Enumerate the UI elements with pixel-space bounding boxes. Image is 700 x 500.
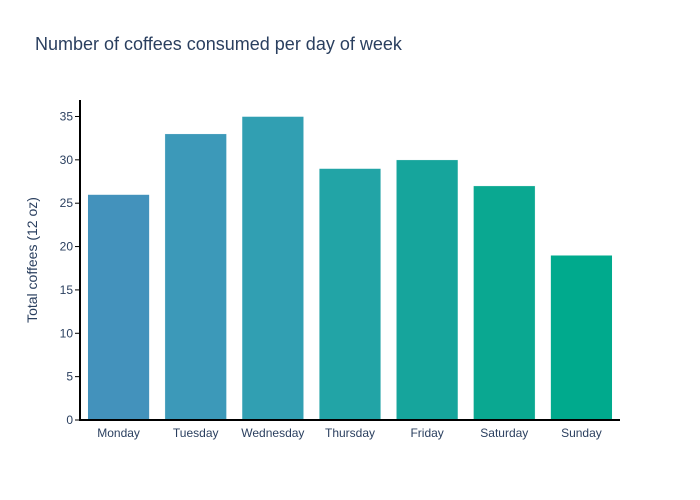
x-tick-label: Saturday [480, 426, 528, 440]
x-tick-label: Sunday [561, 426, 602, 440]
x-tick-label: Monday [97, 426, 140, 440]
bar-thursday [318, 168, 382, 421]
bar-saturday [473, 185, 536, 421]
bar-friday [396, 159, 459, 421]
x-tick-label: Friday [410, 426, 443, 440]
y-tick-label: 35 [60, 109, 74, 123]
bar-sunday [550, 254, 613, 421]
y-tick-label: 15 [60, 283, 74, 297]
y-tick-label: 5 [66, 370, 73, 384]
y-tick-label: 10 [60, 326, 74, 340]
y-ticks-group: 0 5 10 15 20 25 30 35 [60, 109, 80, 427]
y-tick-label: 0 [66, 413, 73, 427]
bars-group [87, 116, 613, 421]
chart-title: Number of coffees consumed per day of we… [35, 34, 403, 54]
y-tick-label: 30 [60, 153, 74, 167]
bar-monday [87, 194, 150, 421]
y-tick-label: 25 [60, 196, 74, 210]
x-tick-label: Tuesday [173, 426, 219, 440]
y-tick-label: 20 [60, 240, 74, 254]
x-tick-label: Wednesday [241, 426, 304, 440]
x-tick-label: Thursday [325, 426, 375, 440]
y-axis-title: Total coffees (12 oz) [24, 197, 40, 323]
x-ticks-group: Monday Tuesday Wednesday Thursday Friday Satu… [97, 426, 602, 440]
bar-wednesday [241, 116, 304, 421]
bar-tuesday [164, 133, 227, 421]
